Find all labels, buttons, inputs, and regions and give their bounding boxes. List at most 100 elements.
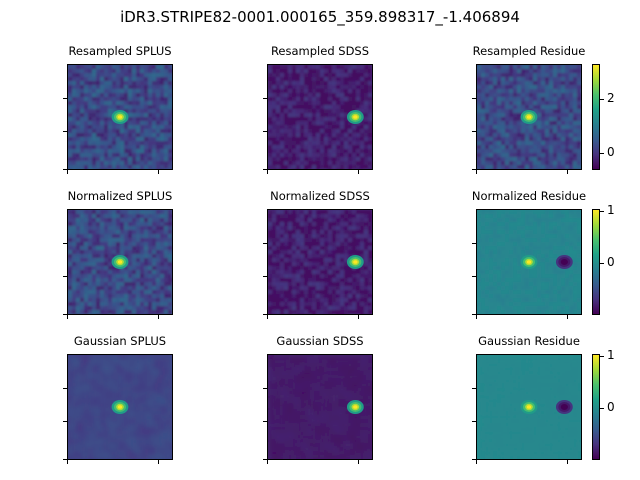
x-axis-tick (158, 315, 159, 319)
x-axis-tick (67, 315, 68, 319)
y-axis-tick (472, 98, 476, 99)
colorbar-tick (600, 153, 604, 154)
y-axis-tick (63, 388, 67, 389)
heatmap-image (268, 355, 372, 459)
x-axis-tick (358, 460, 359, 464)
heatmap-image (477, 210, 581, 314)
x-axis-tick (267, 170, 268, 174)
image-panel (476, 64, 582, 170)
x-axis-tick (67, 460, 68, 464)
heatmap-image (477, 65, 581, 169)
dark-residual (560, 259, 568, 265)
colorbar-tick-label: 2 (607, 91, 615, 105)
colorbar-tick-label: 0 (607, 145, 615, 159)
x-axis-tick (567, 315, 568, 319)
image-panel (267, 209, 373, 315)
panel-title: Gaussian Residue (478, 334, 580, 348)
x-axis-tick (567, 170, 568, 174)
y-axis-tick (263, 459, 267, 460)
x-axis-tick (358, 315, 359, 319)
image-panel (476, 209, 582, 315)
bright-source (117, 115, 123, 119)
y-axis-tick (263, 276, 267, 277)
panel-title: Resampled SPLUS (68, 44, 172, 58)
heatmap-image (268, 65, 372, 169)
y-axis-tick (63, 98, 67, 99)
x-axis-tick (267, 460, 268, 464)
noise-texture (268, 210, 372, 314)
y-axis-tick (472, 388, 476, 389)
colorbar-tick-label: 0 (607, 400, 615, 414)
noise-texture (268, 355, 372, 459)
bright-source (117, 405, 123, 409)
panel-title: Gaussian SDSS (276, 334, 364, 348)
y-axis-tick (263, 98, 267, 99)
figure-title: iDR3.STRIPE82-0001.000165_359.898317_-1.… (120, 8, 520, 26)
y-axis-tick (263, 243, 267, 244)
panel-title: Gaussian SPLUS (73, 334, 167, 348)
bright-source (526, 405, 532, 409)
colorbar-tick (600, 408, 604, 409)
x-axis-tick (267, 315, 268, 319)
x-axis-tick (158, 460, 159, 464)
colorbar-tick-label: 1 (607, 348, 615, 362)
heatmap-image (68, 355, 172, 459)
colorbar (592, 209, 600, 315)
colorbar-tick (600, 99, 604, 100)
heatmap-image (477, 355, 581, 459)
y-axis-tick (63, 169, 67, 170)
bright-source (117, 260, 123, 264)
x-axis-tick (476, 460, 477, 464)
bright-source (353, 115, 358, 119)
image-panel (267, 354, 373, 460)
y-axis-tick (472, 314, 476, 315)
y-axis-tick (263, 314, 267, 315)
y-axis-tick (472, 243, 476, 244)
bright-source (526, 115, 532, 119)
colorbar-tick (600, 356, 604, 357)
x-axis-tick (476, 315, 477, 319)
panel-title: Resampled SDSS (270, 44, 370, 58)
y-axis-tick (63, 243, 67, 244)
noise-texture (68, 210, 172, 314)
bright-source (353, 260, 358, 264)
image-panel (476, 354, 582, 460)
noise-texture (477, 210, 581, 314)
x-axis-tick (67, 170, 68, 174)
bright-source (353, 405, 358, 409)
panel-title: Normalized Residue (471, 189, 587, 203)
y-axis-tick (472, 276, 476, 277)
y-axis-tick (63, 459, 67, 460)
colorbar-tick-label: 1 (607, 203, 615, 217)
colorbar-tick-label: 0 (607, 255, 615, 269)
colorbar-tick (600, 263, 604, 264)
y-axis-tick (263, 169, 267, 170)
x-axis-tick (567, 460, 568, 464)
panel-title: Normalized SDSS (270, 189, 370, 203)
image-panel (67, 64, 173, 170)
image-panel (67, 209, 173, 315)
y-axis-tick (63, 314, 67, 315)
y-axis-tick (472, 131, 476, 132)
heatmap-image (68, 210, 172, 314)
y-axis-tick (263, 131, 267, 132)
y-axis-tick (472, 169, 476, 170)
y-axis-tick (472, 421, 476, 422)
y-axis-tick (472, 459, 476, 460)
x-axis-tick (158, 170, 159, 174)
panel-title: Normalized SPLUS (67, 189, 173, 203)
y-axis-tick (63, 276, 67, 277)
heatmap-image (268, 210, 372, 314)
y-axis-tick (263, 421, 267, 422)
y-axis-tick (263, 388, 267, 389)
panel-title: Resampled Residue (472, 44, 586, 58)
y-axis-tick (63, 421, 67, 422)
bright-source (526, 260, 532, 264)
x-axis-tick (358, 170, 359, 174)
dark-residual (560, 404, 568, 410)
noise-texture (477, 65, 581, 169)
colorbar (592, 354, 600, 460)
image-panel (267, 64, 373, 170)
colorbar-tick (600, 211, 604, 212)
heatmap-image (68, 65, 172, 169)
